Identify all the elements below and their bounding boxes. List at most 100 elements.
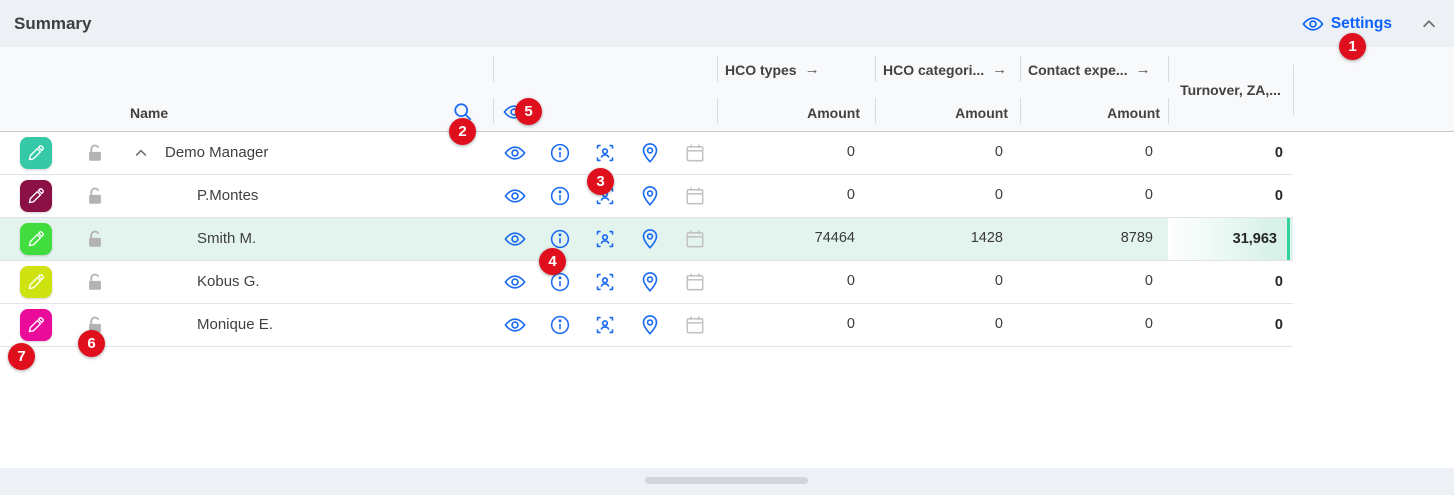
- view-eye-icon[interactable]: [504, 228, 526, 250]
- amount-cell: 8789: [1120, 230, 1153, 246]
- table-row[interactable]: Monique E. 0 0 0 0: [0, 304, 1293, 347]
- page-title: Summary: [14, 13, 92, 33]
- info-icon[interactable]: [549, 185, 571, 207]
- header-separator: [493, 56, 494, 82]
- column-group-contact-expenses[interactable]: Contact expe... →: [1028, 61, 1151, 78]
- amount-cell: 0: [846, 273, 855, 289]
- turnover-cell: 0: [1274, 188, 1283, 204]
- row-name[interactable]: Kobus G.: [197, 273, 260, 290]
- amount-cell: 0: [1144, 273, 1153, 289]
- info-icon[interactable]: [549, 314, 571, 336]
- column-header-amount-1: Amount: [807, 105, 860, 121]
- amount-cell: 0: [1144, 316, 1153, 332]
- pencil-icon: [28, 317, 44, 333]
- amount-cell: 0: [846, 316, 855, 332]
- edit-pencil-button[interactable]: [20, 309, 52, 341]
- pencil-icon: [28, 188, 44, 204]
- panel-header: Summary Settings: [0, 0, 1454, 47]
- header-separator: [1020, 98, 1021, 124]
- amount-cell: 0: [1144, 187, 1153, 203]
- unlock-icon[interactable]: [84, 271, 106, 293]
- annotation-badge-7: 7: [8, 343, 35, 370]
- user-focus-icon[interactable]: [594, 314, 616, 336]
- amount-cell: 0: [994, 187, 1003, 203]
- table-body: Demo Manager 0 0 0 0 P.Montes 0: [0, 132, 1293, 347]
- bottom-scrollbar-track: [0, 468, 1454, 495]
- column-group-hco-types[interactable]: HCO types →: [725, 61, 820, 78]
- column-header-amount-2: Amount: [955, 105, 1008, 121]
- search-icon[interactable]: [452, 101, 474, 123]
- row-name[interactable]: P.Montes: [197, 187, 259, 204]
- turnover-cell-highlighted: 31,963: [1168, 218, 1290, 260]
- calendar-icon[interactable]: [684, 228, 706, 250]
- row-name[interactable]: Smith M.: [197, 230, 257, 247]
- view-eye-icon[interactable]: [504, 271, 526, 293]
- turnover-cell: 0: [1274, 274, 1283, 290]
- table-row[interactable]: Kobus G. 0 0 0 0: [0, 261, 1293, 304]
- header-separator: [1020, 56, 1021, 82]
- amount-cell: 74464: [814, 230, 855, 246]
- header-separator: [875, 98, 876, 124]
- annotation-badge-1: 1: [1339, 33, 1366, 60]
- user-focus-icon[interactable]: [594, 228, 616, 250]
- edit-pencil-button[interactable]: [20, 137, 52, 169]
- unlock-icon[interactable]: [84, 142, 106, 164]
- settings-button[interactable]: Settings: [1302, 13, 1392, 35]
- collapse-chevron-up-icon[interactable]: [1418, 13, 1440, 35]
- calendar-icon[interactable]: [684, 314, 706, 336]
- table-row[interactable]: Demo Manager 0 0 0 0: [0, 132, 1293, 175]
- user-focus-icon[interactable]: [594, 271, 616, 293]
- row-name[interactable]: Monique E.: [197, 316, 273, 333]
- collapse-row-chevron-icon[interactable]: [131, 142, 151, 164]
- annotation-badge-2: 2: [449, 118, 476, 145]
- drill-arrow-icon[interactable]: →: [1135, 61, 1151, 78]
- table-row-selected[interactable]: Smith M. 74464 1428 8789 31,963: [0, 218, 1293, 261]
- calendar-icon[interactable]: [684, 142, 706, 164]
- header-separator: [1168, 56, 1169, 82]
- header-separator: [875, 56, 876, 82]
- header-separator: [1293, 65, 1294, 115]
- group-label-text: Contact expe...: [1028, 61, 1128, 78]
- drill-arrow-icon[interactable]: →: [804, 61, 820, 78]
- view-eye-icon[interactable]: [504, 185, 526, 207]
- table-row[interactable]: P.Montes 0 0 0 0: [0, 175, 1293, 218]
- column-group-hco-categories[interactable]: HCO categori... →: [883, 61, 1007, 78]
- info-icon[interactable]: [549, 142, 571, 164]
- calendar-icon[interactable]: [684, 271, 706, 293]
- amount-cell: 0: [994, 316, 1003, 332]
- header-separator: [1168, 98, 1169, 124]
- view-eye-icon: [1302, 13, 1324, 35]
- pencil-icon: [28, 145, 44, 161]
- user-focus-icon[interactable]: [594, 142, 616, 164]
- annotation-badge-4: 4: [539, 248, 566, 275]
- location-pin-icon[interactable]: [639, 142, 661, 164]
- unlock-icon[interactable]: [84, 185, 106, 207]
- header-separator: [717, 56, 718, 82]
- location-pin-icon[interactable]: [639, 228, 661, 250]
- view-eye-icon[interactable]: [504, 142, 526, 164]
- calendar-icon[interactable]: [684, 185, 706, 207]
- amount-cell: 0: [994, 273, 1003, 289]
- row-name[interactable]: Demo Manager: [165, 144, 269, 161]
- horizontal-scrollbar-thumb[interactable]: [645, 477, 808, 484]
- amount-cell: 0: [846, 187, 855, 203]
- edit-pencil-button[interactable]: [20, 266, 52, 298]
- info-icon[interactable]: [549, 228, 571, 250]
- edit-pencil-button[interactable]: [20, 180, 52, 212]
- location-pin-icon[interactable]: [639, 314, 661, 336]
- annotation-badge-6: 6: [78, 330, 105, 357]
- turnover-cell: 0: [1274, 317, 1283, 333]
- column-header-turnover[interactable]: Turnover, ZA,...: [1180, 82, 1281, 98]
- pencil-icon: [28, 231, 44, 247]
- table-header: HCO types → HCO categori... → Contact ex…: [0, 47, 1454, 132]
- info-icon[interactable]: [549, 271, 571, 293]
- unlock-icon[interactable]: [84, 228, 106, 250]
- location-pin-icon[interactable]: [639, 271, 661, 293]
- view-eye-icon[interactable]: [504, 314, 526, 336]
- drill-arrow-icon[interactable]: →: [992, 61, 1008, 78]
- header-separator: [493, 98, 494, 124]
- location-pin-icon[interactable]: [639, 185, 661, 207]
- edit-pencil-button[interactable]: [20, 223, 52, 255]
- column-header-amount-3: Amount: [1107, 105, 1160, 121]
